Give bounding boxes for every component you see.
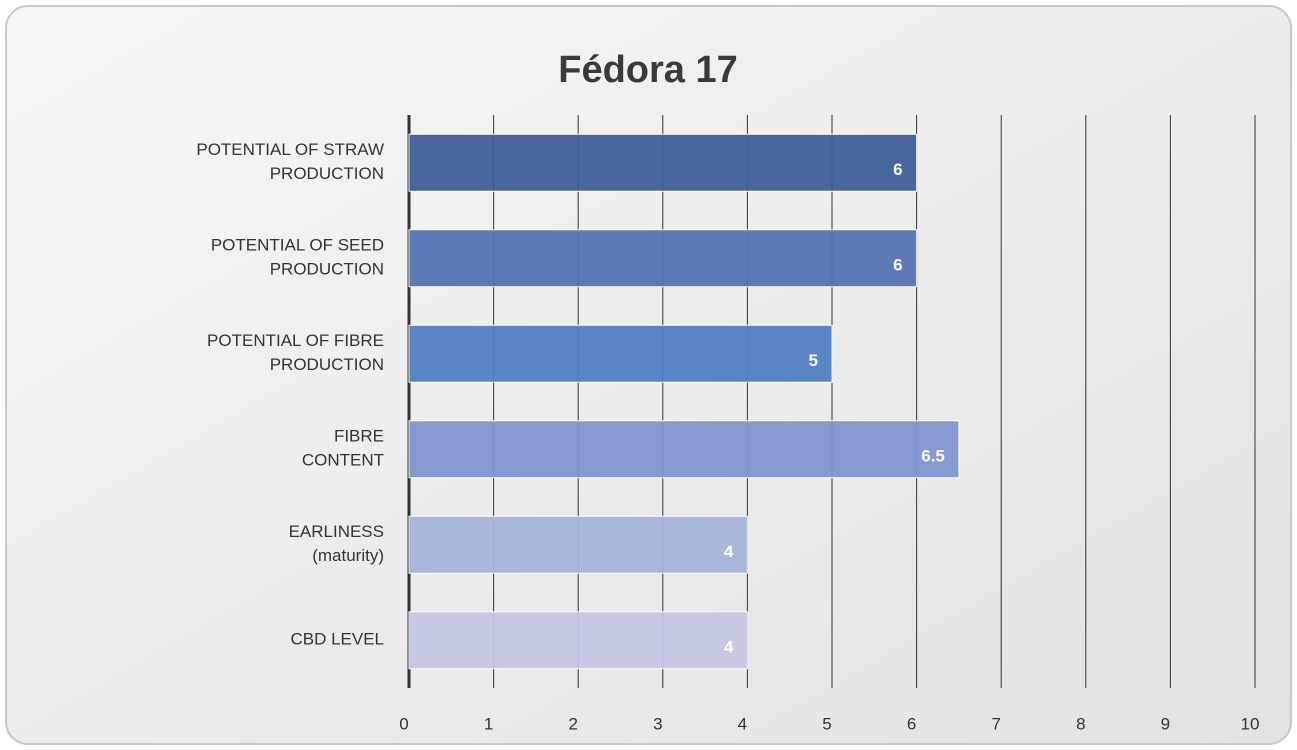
y-tick-label: POTENTIAL OF FIBRE PRODUCTION	[207, 331, 384, 374]
data-label: 4	[724, 638, 734, 657]
x-tick-label: 9	[1161, 714, 1170, 733]
y-tick-label: FIBRE CONTENT	[302, 427, 384, 470]
y-tick-label: POTENTIAL OF STRAW PRODUCTION	[196, 140, 384, 183]
bar	[408, 420, 960, 479]
bar	[408, 133, 918, 192]
y-tick-label: EARLINESS (maturity)	[289, 522, 384, 565]
data-label: 6	[893, 160, 902, 179]
y-tick-label: POTENTIAL OF SEED PRODUCTION	[211, 236, 384, 279]
data-label: 5	[809, 351, 818, 370]
chart-title: Fédora 17	[558, 49, 738, 91]
x-tick-label: 3	[653, 714, 662, 733]
data-label: 4	[724, 542, 734, 561]
x-tick-label: 5	[822, 714, 831, 733]
x-tick-label: 10	[1241, 714, 1260, 733]
x-tick-label: 8	[1076, 714, 1085, 733]
data-label: 6.5	[921, 447, 945, 466]
x-tick-label: 6	[907, 714, 916, 733]
y-tick-label: CBD LEVEL	[290, 630, 384, 649]
x-tick-label: 0	[399, 714, 408, 733]
x-tick-label: 7	[991, 714, 1000, 733]
x-tick-label: 2	[568, 714, 577, 733]
bar	[408, 515, 748, 574]
bar	[408, 324, 833, 383]
x-tick-label: 1	[484, 714, 493, 733]
bar	[408, 229, 918, 288]
x-tick-label: 4	[738, 714, 747, 733]
bar	[408, 611, 748, 670]
data-label: 6	[893, 256, 902, 275]
